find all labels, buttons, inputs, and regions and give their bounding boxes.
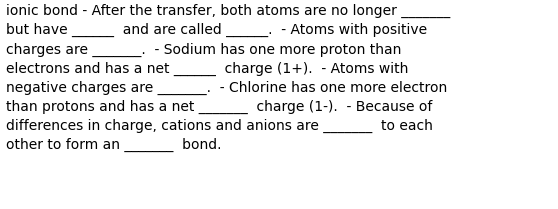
Text: ionic bond - After the transfer, both atoms are no longer _______
but have _____: ionic bond - After the transfer, both at… [6, 4, 450, 152]
